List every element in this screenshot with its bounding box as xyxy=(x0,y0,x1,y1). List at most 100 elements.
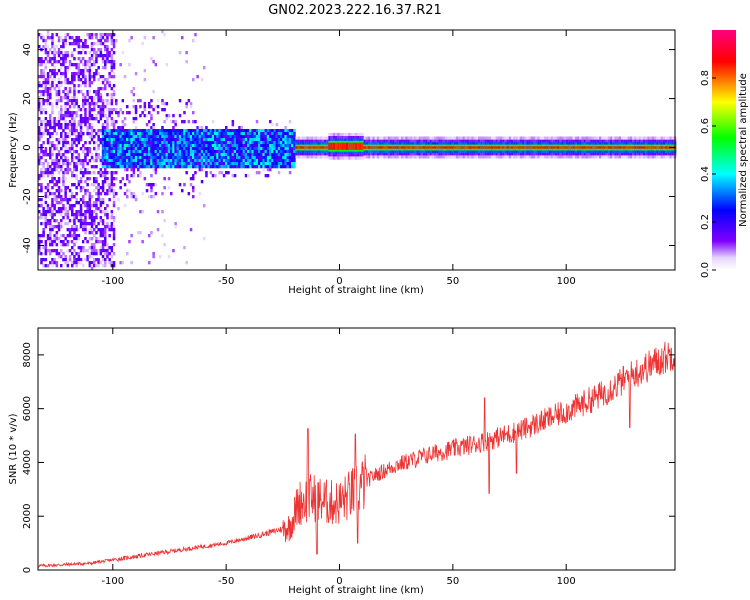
spectrogram-cell xyxy=(238,159,241,163)
spectrogram-cell xyxy=(99,192,103,196)
spectrogram-cell xyxy=(60,84,63,88)
spectrogram-cell xyxy=(73,150,76,154)
spectrogram-cell xyxy=(236,141,239,145)
spectrogram-cell xyxy=(110,57,114,61)
spectrogram-cell xyxy=(55,90,59,94)
spectrogram-cell xyxy=(49,141,52,145)
spectrogram-cell xyxy=(469,146,472,149)
spectrogram-cell xyxy=(236,132,239,136)
spectrogram-cell xyxy=(282,144,285,148)
spectrogram-cell xyxy=(189,165,193,169)
spectrogram-cell xyxy=(49,144,52,148)
spectrogram-cell xyxy=(99,138,103,142)
spectrogram-cell xyxy=(62,39,65,43)
spectrogram-cell xyxy=(126,195,129,199)
spectrogram-cell xyxy=(163,102,166,106)
spectrogram-cell xyxy=(163,150,166,154)
spectrogram-cell xyxy=(284,165,287,169)
spectrogram-cell xyxy=(154,138,158,142)
spectrogram-cell xyxy=(240,132,243,136)
spectrogram-cell xyxy=(139,99,142,103)
spectrogram-cell xyxy=(46,207,50,211)
spectrogram-cell xyxy=(293,153,296,157)
spectrogram-cell xyxy=(68,63,72,67)
spectrogram-cell xyxy=(51,84,54,88)
spectrogram-cell xyxy=(174,138,177,142)
spectrogram-cell xyxy=(38,132,41,136)
spectrogram-cell xyxy=(49,153,52,157)
spectrogram-cell xyxy=(258,144,261,148)
spectrogram-cell xyxy=(51,81,54,85)
spectrogram-cell xyxy=(117,138,120,142)
spectrogram-cell xyxy=(82,69,85,73)
spectrogram-cell xyxy=(220,156,224,160)
spectrogram-cell xyxy=(60,198,63,202)
spectrogram-cell xyxy=(90,153,94,157)
spectrogram-cell xyxy=(238,162,241,166)
spectrogram-cell xyxy=(38,249,41,253)
spectrogram-cell xyxy=(302,146,305,149)
spectrogram-cell xyxy=(101,189,105,193)
spectrogram-cell xyxy=(269,162,272,166)
spectrogram-cell xyxy=(203,237,206,241)
spectrogram-cell xyxy=(115,108,118,112)
spectrogram-cell xyxy=(121,156,125,160)
spectrogram-cell xyxy=(49,135,52,139)
spectrogram-cell xyxy=(240,165,243,169)
spectrogram-cell xyxy=(159,141,162,145)
spectrogram-cell xyxy=(293,141,296,145)
spectrogram-cell xyxy=(60,264,63,268)
spectrogram-cell xyxy=(73,105,76,109)
spectrogram-cell xyxy=(40,63,43,67)
spectrogram-cell xyxy=(286,144,290,148)
spectrogram-cell xyxy=(75,258,78,262)
spectrogram-cell xyxy=(130,159,133,163)
spectrogram-cell xyxy=(101,162,105,166)
spectrogram-cell xyxy=(275,132,279,136)
spectrogram-cell xyxy=(130,135,133,139)
spectrogram-cell xyxy=(209,153,213,157)
spectrogram-cell xyxy=(71,81,74,85)
spectrogram-cell xyxy=(82,96,85,100)
spectrogram-cell xyxy=(106,60,109,64)
spectrogram-cell xyxy=(308,146,312,149)
spectrogram-cell xyxy=(53,192,56,196)
spectrogram-cell xyxy=(104,78,107,82)
spectrogram-cell xyxy=(286,132,290,136)
spectrogram-cell xyxy=(607,146,611,149)
spectrogram-cell xyxy=(44,63,48,67)
spectrogram-cell xyxy=(139,141,142,145)
spectrogram-cell xyxy=(273,156,276,160)
spectrogram-cell xyxy=(71,117,74,121)
spectrogram-cell xyxy=(75,225,78,229)
spectrogram-cell xyxy=(156,138,160,142)
spectrogram-cell xyxy=(112,216,116,220)
spectrogram-cell xyxy=(244,138,248,142)
spectrogram-cell xyxy=(75,261,78,265)
spectrogram-cell xyxy=(222,135,226,139)
spectrogram-cell xyxy=(44,264,48,268)
spectrogram-cell xyxy=(110,66,114,70)
spectrogram-cell xyxy=(112,147,116,151)
spectrogram-cell xyxy=(77,42,81,46)
spectrogram-cell xyxy=(227,129,230,133)
spectrogram-cell xyxy=(244,156,248,160)
spectrogram-cell xyxy=(60,243,63,247)
spectrogram-cell xyxy=(592,146,595,149)
spectrogram-cell xyxy=(170,135,173,139)
spectrogram-cell xyxy=(104,120,107,124)
spectrogram-cell xyxy=(55,159,59,163)
spectrogram-cell xyxy=(90,261,94,265)
spectrogram-cell xyxy=(227,144,230,148)
spectrogram-cell xyxy=(62,240,65,244)
spectrogram-cell xyxy=(137,174,140,178)
spectrogram-cell xyxy=(588,146,591,149)
spectrogram-cell xyxy=(51,249,54,253)
spectrogram-cell xyxy=(99,201,103,205)
spectrogram-cell xyxy=(163,162,166,166)
spectrogram-cell xyxy=(130,168,133,172)
spectrogram-cell xyxy=(161,129,164,133)
spectrogram-cell xyxy=(214,156,217,160)
spectrogram-cell xyxy=(363,146,367,149)
